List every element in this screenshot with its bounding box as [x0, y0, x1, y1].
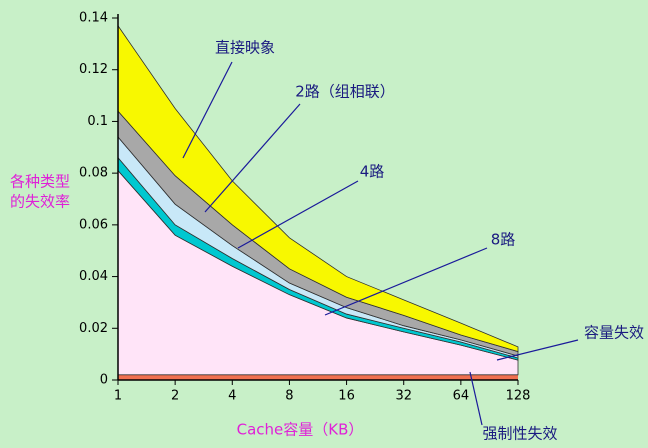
x-axis-label: Cache容量（KB）: [237, 421, 364, 439]
annotation-label: 容量失效: [584, 324, 644, 342]
annotation-label: 2路（组相联）: [295, 83, 395, 101]
y-axis-label: 各种类型: [10, 173, 70, 191]
y-axis-label: 的失效率: [10, 193, 70, 211]
y-tick-label: 0.1: [87, 114, 108, 129]
annotation-label: 直接映象: [215, 39, 275, 57]
y-tick-label: 0.08: [79, 166, 108, 181]
leader-line: [324, 247, 488, 316]
y-tick-label: 0.04: [79, 269, 108, 284]
y-tick-label: 0.06: [79, 217, 108, 232]
annotation-label: 强制性失效: [482, 425, 557, 443]
y-tick-label: 0.14: [79, 11, 108, 26]
y-tick-label: 0: [100, 373, 108, 388]
x-tick-label: 4: [228, 389, 236, 404]
leader-line: [496, 339, 579, 361]
area: [117, 24, 519, 353]
x-tick-label: 2: [171, 389, 179, 404]
y-tick-label: 0.02: [79, 321, 108, 336]
x-tick-label: 16: [338, 389, 355, 404]
annotation-label: 4路: [360, 163, 385, 181]
x-tick-label: 32: [395, 389, 412, 404]
leader-line: [204, 103, 301, 213]
leader-line: [237, 180, 359, 249]
y-tick-label: 0.12: [79, 62, 108, 77]
leader-line: [469, 371, 483, 426]
leader-line: [182, 61, 233, 159]
area: [118, 374, 518, 380]
x-tick-label: 1: [114, 389, 122, 404]
annotation-label: 8路: [491, 231, 516, 249]
x-tick-label: 64: [453, 389, 470, 404]
x-tick-label: 8: [285, 389, 293, 404]
x-tick-label: 128: [506, 389, 531, 404]
